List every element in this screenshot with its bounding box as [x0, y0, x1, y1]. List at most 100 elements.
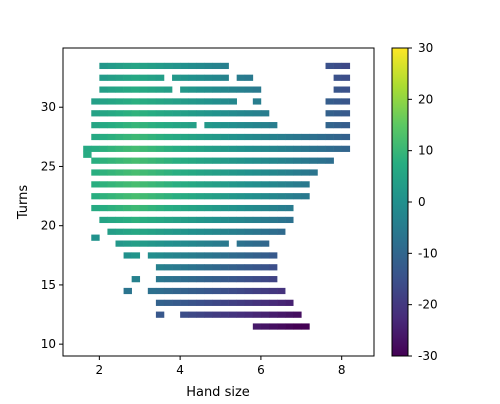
heatmap-cell: [196, 133, 205, 141]
heatmap-cell: [252, 169, 262, 176]
heatmap-cell: [188, 311, 197, 318]
heatmap-cell: [293, 157, 302, 164]
heatmap-cell: [220, 86, 229, 93]
colorbar: [391, 47, 409, 357]
heatmap-cell: [212, 311, 221, 318]
heatmap-cell: [91, 193, 100, 200]
heatmap-cell: [244, 157, 254, 164]
heatmap-cell: [196, 228, 205, 235]
heatmap-cell: [99, 74, 108, 81]
heatmap-cell: [131, 193, 141, 200]
heatmap-cell: [252, 133, 262, 141]
heatmap-cell: [268, 264, 278, 271]
heatmap-cell: [341, 86, 351, 93]
heatmap-cell: [260, 204, 270, 212]
heatmap-cell: [155, 110, 165, 117]
heatmap-cell: [220, 193, 229, 200]
heatmap-cell: [123, 157, 132, 164]
heatmap-cell: [196, 193, 205, 200]
heatmap-cell: [244, 169, 254, 176]
heatmap-cell: [107, 145, 116, 152]
heatmap-cell: [163, 110, 173, 117]
heatmap-cell: [115, 110, 124, 117]
heatmap-cell: [155, 193, 165, 200]
heatmap-cell: [163, 145, 173, 152]
heatmap-cell: [252, 276, 262, 283]
heatmap-cell: [228, 311, 237, 318]
heatmap-cell: [188, 204, 197, 212]
heatmap-cell: [172, 216, 181, 224]
heatmap-cell: [301, 193, 310, 200]
heatmap-cell: [212, 157, 221, 164]
heatmap-cell: [277, 157, 286, 164]
heatmap-cell: [107, 74, 116, 81]
heatmap-cell: [139, 169, 149, 176]
heatmap-cell: [139, 74, 149, 81]
heatmap-cell: [172, 133, 181, 141]
heatmap-cell: [163, 216, 173, 224]
heatmap-cell: [260, 122, 270, 129]
heatmap-cell: [236, 110, 246, 117]
heatmap-cell: [252, 311, 262, 318]
heatmap-cell: [260, 181, 270, 188]
heatmap-cell: [244, 228, 254, 235]
heatmap-cell: [309, 133, 318, 141]
heatmap-cell: [115, 216, 124, 224]
heatmap-cell: [277, 145, 286, 152]
heatmap-cell: [180, 145, 189, 152]
heatmap-cell: [212, 145, 221, 152]
heatmap-cell: [293, 323, 302, 330]
heatmap-cell: [252, 110, 262, 117]
heatmap-cell: [236, 299, 246, 306]
heatmap-cell: [172, 287, 181, 295]
heatmap-cell: [172, 98, 181, 105]
heatmap-cell: [228, 193, 237, 200]
heatmap-cell: [260, 216, 270, 224]
heatmap-cell: [285, 204, 294, 212]
heatmap-cell: [309, 145, 318, 152]
heatmap-cell: [236, 181, 246, 188]
heatmap-cell: [212, 204, 221, 212]
heatmap-cell: [188, 122, 197, 129]
heatmap-cell: [204, 252, 213, 259]
heatmap-cell: [212, 240, 221, 247]
heatmap-cell: [228, 216, 237, 224]
colorbar-tick-label: 0: [418, 195, 426, 209]
heatmap-cells: [83, 62, 351, 330]
heatmap-cell: [172, 181, 181, 188]
colorbar-tick-label: -20: [418, 298, 438, 312]
heatmap-cell: [212, 193, 221, 200]
heatmap-cell: [139, 216, 149, 224]
heatmap-cell: [285, 169, 294, 176]
heatmap-cell: [180, 157, 189, 164]
heatmap-cell: [317, 133, 326, 141]
heatmap-cell: [244, 74, 254, 81]
heatmap-cell: [228, 110, 237, 117]
heatmap-cell: [228, 287, 237, 295]
heatmap-cell: [236, 74, 246, 81]
heatmap-cell: [220, 98, 229, 105]
heatmap-cell: [220, 264, 229, 271]
heatmap-cell: [115, 122, 124, 129]
heatmap-cell: [244, 299, 254, 306]
heatmap-cell: [196, 110, 205, 117]
heatmap-cell: [172, 228, 181, 235]
heatmap-cell: [196, 240, 205, 247]
heatmap-cell: [204, 193, 213, 200]
heatmap-cell: [293, 133, 302, 141]
heatmap-cell: [196, 169, 205, 176]
heatmap-cell: [163, 98, 173, 105]
heatmap-cell: [180, 299, 189, 306]
heatmap-cell: [91, 122, 100, 129]
heatmap-cell: [236, 169, 246, 176]
heatmap-cell: [131, 204, 141, 212]
heatmap-cell: [139, 204, 149, 212]
heatmap-cell: [123, 228, 132, 235]
heatmap-cell: [341, 145, 351, 152]
heatmap-cell: [147, 204, 157, 212]
heatmap-cell: [244, 216, 254, 224]
heatmap-cell: [139, 145, 149, 152]
heatmap-cell: [163, 157, 173, 164]
heatmap-cell: [180, 264, 189, 271]
heatmap-cell: [236, 86, 246, 93]
